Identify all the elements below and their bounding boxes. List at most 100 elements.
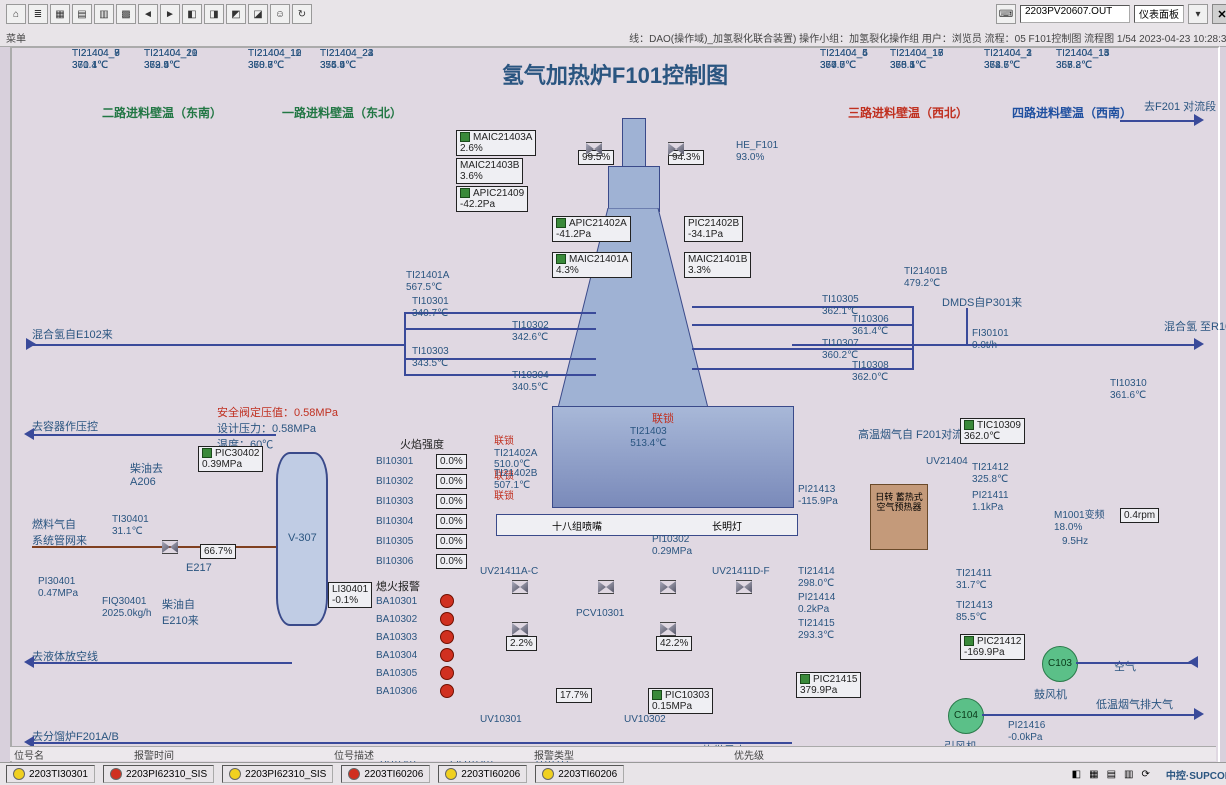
valve-icon[interactable] — [162, 540, 178, 554]
furnace-temp[interactable]: TI21403513.4℃ — [630, 426, 667, 449]
valve-icon[interactable] — [512, 622, 528, 636]
control-box[interactable]: MAIC21401A4.3% — [552, 252, 632, 278]
tag[interactable]: TI21412325.8℃ — [972, 462, 1009, 485]
tag[interactable]: TI2141385.5℃ — [956, 600, 993, 623]
status-item[interactable]: 2203TI60206 — [341, 765, 430, 783]
alarm-dot-icon[interactable] — [440, 666, 454, 680]
keyboard-icon[interactable]: ⌨ — [996, 4, 1016, 24]
fan-c104[interactable]: C104 — [948, 698, 984, 734]
tag[interactable]: TI21415293.3℃ — [798, 618, 835, 641]
tag[interactable]: TI21414298.0℃ — [798, 566, 835, 589]
tag[interactable]: TI21401A567.5℃ — [406, 270, 449, 293]
notes-icon[interactable]: ▥ — [94, 4, 114, 24]
tag[interactable]: PI103020.29MPa — [652, 534, 692, 557]
alarm-dot-icon[interactable] — [440, 594, 454, 608]
tag[interactable]: FIQ304012025.0kg/h — [102, 596, 152, 619]
heat-exchanger[interactable]: 日转 蓄热式 空气预热器 — [870, 484, 928, 550]
flame-value[interactable]: 0.0% — [436, 494, 467, 509]
control-box[interactable]: PIC103030.15MPa — [648, 688, 713, 714]
valve-icon[interactable] — [736, 580, 752, 594]
fan-c103[interactable]: C103 — [1042, 646, 1078, 682]
sb-icon[interactable]: ▤ — [1107, 769, 1116, 780]
tag[interactable]: TI10310361.6℃ — [1110, 378, 1147, 401]
value-box[interactable]: 66.7% — [200, 544, 236, 559]
status-item[interactable]: 2203PI62310_SIS — [103, 765, 214, 783]
tag[interactable]: 9.5Hz — [1062, 536, 1088, 548]
bars-icon[interactable]: ▤ — [72, 4, 92, 24]
valve-icon[interactable] — [668, 142, 684, 156]
tag[interactable]: UV21404 — [926, 456, 968, 468]
valve-icon[interactable] — [660, 622, 676, 636]
sb-icon[interactable]: ⟳ — [1141, 769, 1149, 780]
dropdown-icon[interactable]: ▾ — [1188, 4, 1208, 24]
tool4-icon[interactable]: ◪ — [248, 4, 268, 24]
chart-icon[interactable]: ▩ — [116, 4, 136, 24]
tag[interactable]: TI10307360.2℃ — [822, 338, 859, 361]
valve-icon[interactable] — [512, 580, 528, 594]
list-icon[interactable]: ≣ — [28, 4, 48, 24]
control-box[interactable]: PIC21415379.9Pa — [796, 672, 861, 698]
tool3-icon[interactable]: ◩ — [226, 4, 246, 24]
tag[interactable]: TI2141131.7℃ — [956, 568, 992, 591]
tag[interactable]: UV10302 — [624, 714, 666, 726]
tool2-icon[interactable]: ◨ — [204, 4, 224, 24]
control-box[interactable]: PIC21402B-34.1Pa — [684, 216, 743, 242]
tag[interactable]: PI304010.47MPa — [38, 576, 78, 599]
status-item[interactable]: 2203TI30301 — [6, 765, 95, 783]
tool1-icon[interactable]: ◧ — [182, 4, 202, 24]
tag[interactable]: UV21411D-F — [712, 566, 770, 578]
valve-icon[interactable] — [660, 580, 676, 594]
control-box[interactable]: MAIC21403A2.6% — [456, 130, 536, 156]
flame-value[interactable]: 0.0% — [436, 474, 467, 489]
tag[interactable]: PI21416-0.0kPa — [1008, 720, 1045, 743]
alarm-dot-icon[interactable] — [440, 684, 454, 698]
sb-icon[interactable]: ◧ — [1072, 769, 1081, 780]
flame-value[interactable]: 0.0% — [436, 554, 467, 569]
grid-icon[interactable]: ▦ — [50, 4, 70, 24]
sb-icon[interactable]: ▦ — [1089, 769, 1098, 780]
tag[interactable]: M1001变频18.0% — [1054, 510, 1105, 533]
status-item[interactable]: 2203PI62310_SIS — [222, 765, 333, 783]
tag[interactable]: TI10306361.4℃ — [852, 314, 889, 337]
fwd-icon[interactable]: ► — [160, 4, 180, 24]
tag[interactable]: PCV10301 — [576, 608, 624, 620]
control-box[interactable]: PIC304020.39MPa — [198, 446, 263, 472]
tag[interactable]: TI3040131.1℃ — [112, 514, 149, 537]
refresh-icon[interactable]: ↻ — [292, 4, 312, 24]
valve-icon[interactable] — [598, 580, 614, 594]
tag[interactable]: PI214140.2kPa — [798, 592, 835, 615]
tag[interactable]: UV21411A-C — [480, 566, 538, 578]
value-box[interactable]: 42.2% — [656, 636, 692, 651]
control-box[interactable]: APIC21402A-41.2Pa — [552, 216, 631, 242]
tag[interactable]: PI214111.1kPa — [972, 490, 1009, 513]
tag[interactable]: PI21413-115.9Pa — [798, 484, 838, 507]
value-box[interactable]: 17.7% — [556, 688, 592, 703]
tag[interactable]: TI10302342.6℃ — [512, 320, 549, 343]
alarm-dot-icon[interactable] — [440, 612, 454, 626]
control-box[interactable]: TIC10309362.0℃ — [960, 418, 1025, 444]
control-box[interactable]: MAIC21403B3.6% — [456, 158, 523, 184]
tag[interactable]: TI10301340.7℃ — [412, 296, 449, 319]
alarm-dot-icon[interactable] — [440, 630, 454, 644]
value-box[interactable]: 0.4rpm — [1120, 508, 1159, 523]
control-box[interactable]: PIC21412-169.9Pa — [960, 634, 1025, 660]
sb-icon[interactable]: ▥ — [1124, 769, 1133, 780]
tag[interactable]: FI301010.0t/h — [972, 328, 1009, 351]
status-item[interactable]: 2203TI60206 — [438, 765, 527, 783]
level-box[interactable]: LI30401-0.1% — [328, 582, 372, 608]
tag[interactable]: TI10308362.0℃ — [852, 360, 889, 383]
alarm-dot-icon[interactable] — [440, 648, 454, 662]
tag[interactable]: TI10304340.5℃ — [512, 370, 549, 393]
flame-value[interactable]: 0.0% — [436, 534, 467, 549]
tag-input[interactable]: 2203PV20607.OUT — [1020, 5, 1130, 23]
close-icon[interactable]: ✕ — [1212, 4, 1226, 24]
tag[interactable]: TI10303343.5℃ — [412, 346, 449, 369]
tag[interactable]: UV10301 — [480, 714, 522, 726]
flame-value[interactable]: 0.0% — [436, 514, 467, 529]
home-icon[interactable]: ⌂ — [6, 4, 26, 24]
control-box[interactable]: APIC21409-42.2Pa — [456, 186, 528, 212]
person-icon[interactable]: ☺ — [270, 4, 290, 24]
tag[interactable]: TI21402B507.1℃联锁 — [494, 468, 537, 503]
valve-icon[interactable] — [586, 142, 602, 156]
mode-select[interactable]: 仪表面板 — [1134, 5, 1184, 23]
